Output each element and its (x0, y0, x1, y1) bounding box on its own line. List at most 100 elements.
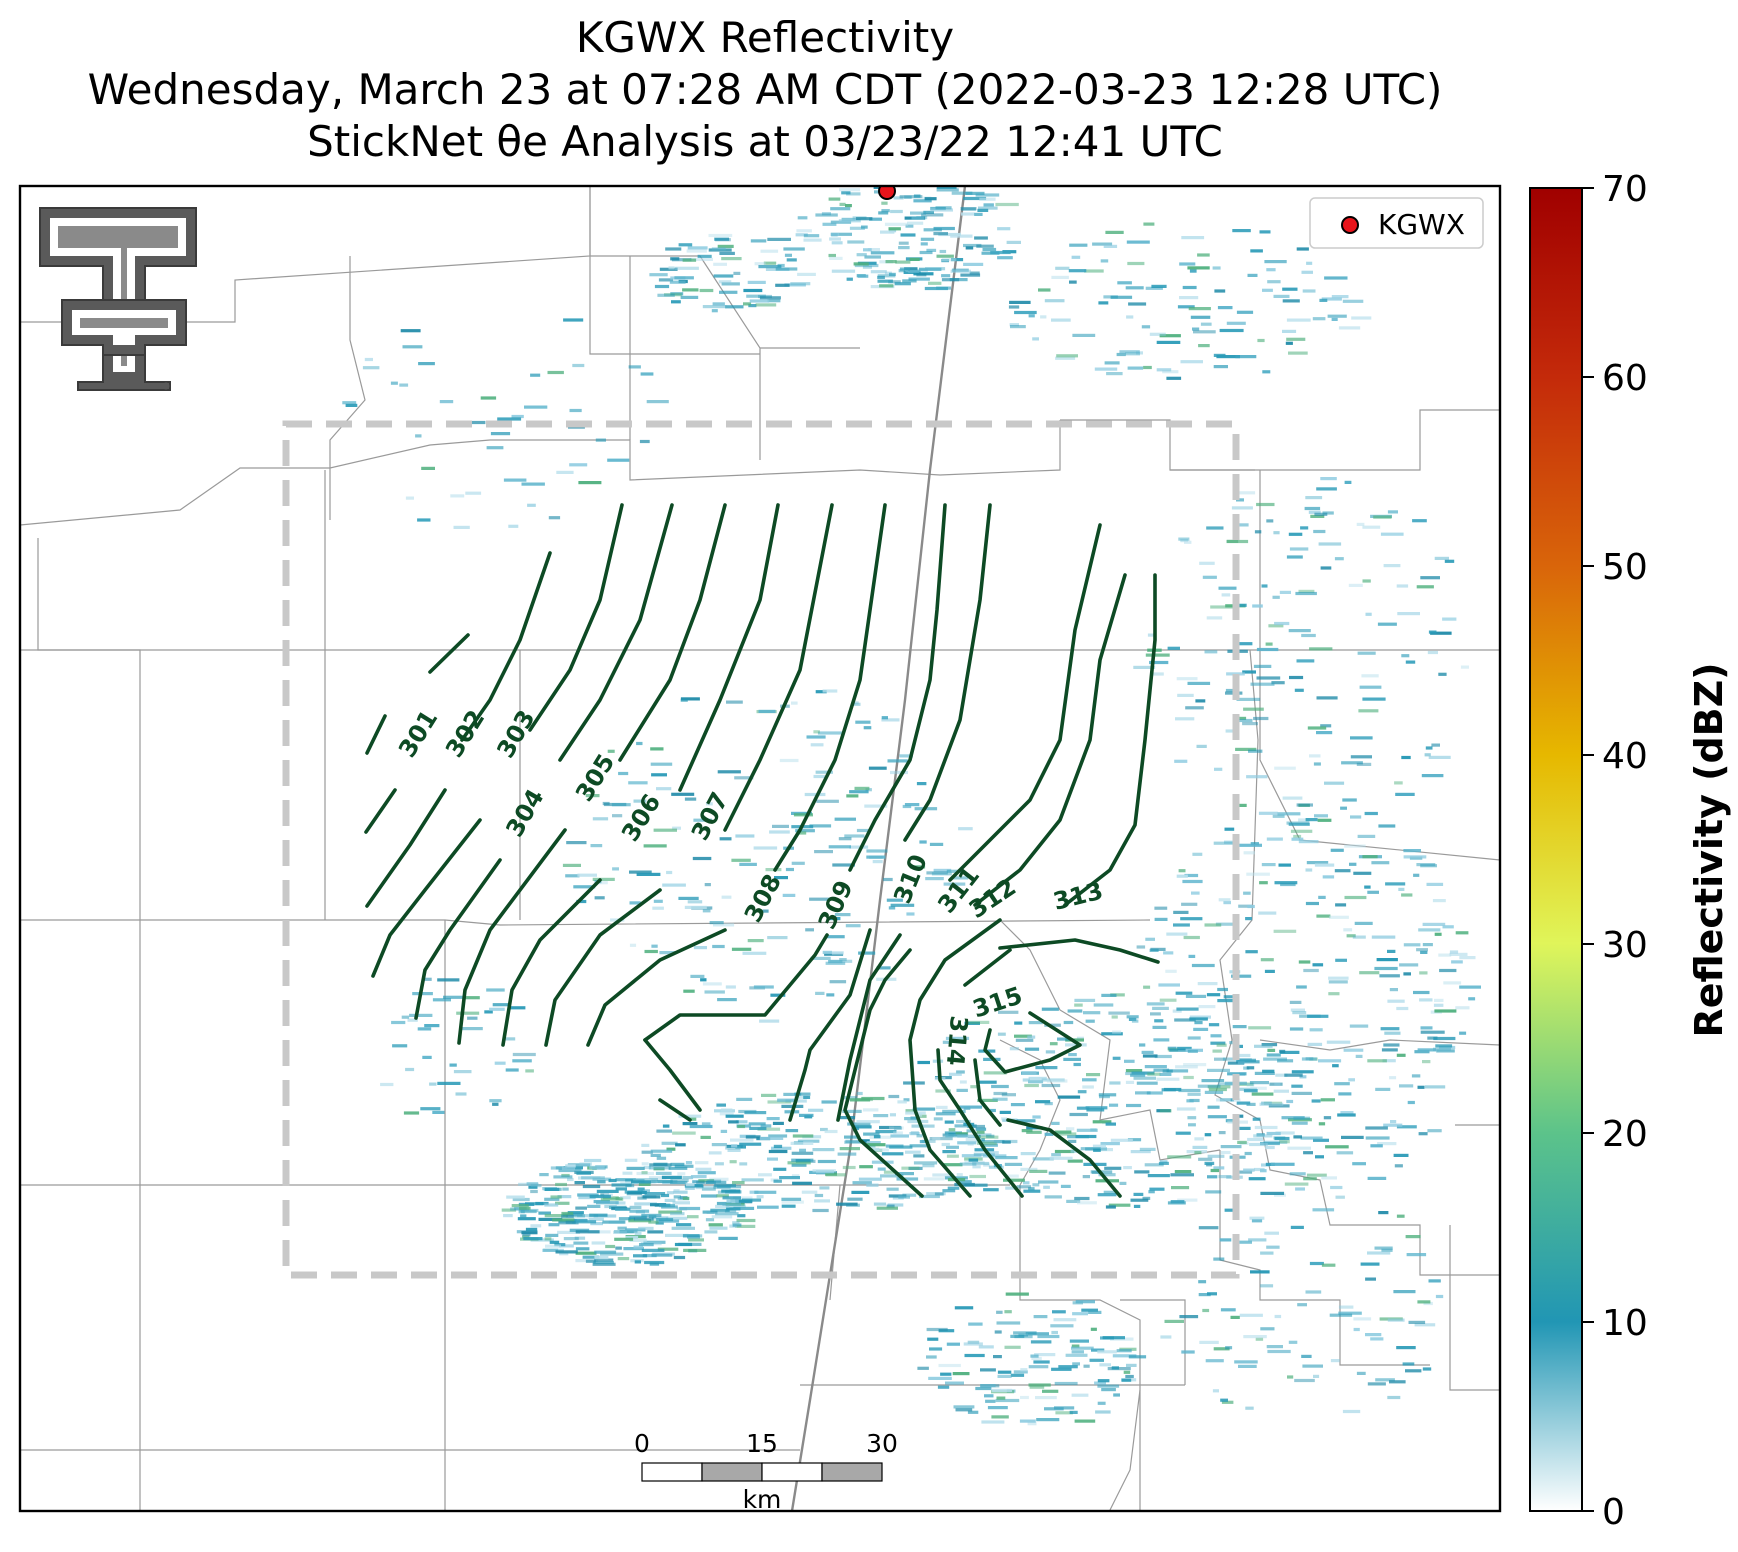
radar-echo (1123, 1166, 1132, 1170)
radar-echo (1066, 1127, 1075, 1131)
radar-echo (1352, 935, 1366, 939)
radar-echo (1055, 1411, 1073, 1415)
radar-echo (1092, 1144, 1106, 1148)
radar-echo (494, 1061, 506, 1065)
radar-echo (942, 1109, 966, 1113)
radar-echo (1261, 584, 1268, 588)
radar-echo (678, 243, 693, 247)
radar-echo (611, 803, 631, 807)
radar-echo (561, 1214, 574, 1218)
radar-echo (1426, 882, 1444, 886)
radar-echo (1104, 361, 1120, 365)
radar-echo (781, 1200, 804, 1204)
radar-echo (946, 1145, 959, 1149)
radar-echo (784, 253, 792, 257)
radar-echo (767, 1100, 792, 1104)
radar-echo (969, 271, 980, 275)
radar-echo (1174, 1018, 1196, 1022)
radar-echo (1117, 281, 1132, 285)
radar-echo (655, 1171, 672, 1175)
radar-echo (909, 257, 920, 261)
radar-echo (1175, 1131, 1191, 1135)
radar-echo (1236, 1101, 1251, 1105)
radar-echo (881, 1152, 904, 1156)
radar-echo (1147, 1174, 1170, 1178)
radar-echo (449, 1063, 457, 1067)
radar-echo (1320, 566, 1332, 570)
radar-echo (905, 1109, 914, 1113)
radar-echo (904, 803, 920, 807)
radar-echo (1076, 1106, 1090, 1110)
radar-echo (754, 262, 766, 266)
radar-echo (1126, 1015, 1139, 1019)
radar-echo (674, 1164, 694, 1168)
kgwx-radar-marker[interactable] (878, 183, 896, 200)
radar-echo (926, 1355, 937, 1359)
radar-echo (661, 1175, 682, 1179)
radar-echo (1144, 1065, 1167, 1069)
radar-echo (1181, 1350, 1195, 1354)
radar-echo (1213, 353, 1226, 357)
radar-echo (1375, 1087, 1391, 1091)
radar-echo (1055, 356, 1076, 360)
radar-echo (747, 280, 766, 284)
radar-echo (722, 1196, 741, 1200)
radar-echo (1288, 351, 1308, 355)
radar-echo (964, 1183, 988, 1187)
radar-echo (501, 1208, 517, 1212)
radar-echo (1233, 1053, 1251, 1058)
radar-echo (657, 293, 675, 297)
radar-echo (906, 912, 915, 916)
contour-310 (788, 503, 992, 1122)
radar-echo (855, 720, 871, 724)
radar-echo (1350, 815, 1362, 819)
radar-echo (736, 1097, 753, 1101)
highway-line (790, 186, 967, 1511)
radar-echo (822, 950, 832, 954)
radar-echo (1180, 360, 1203, 364)
radar-echo (881, 201, 888, 205)
radar-echo (733, 1196, 753, 1200)
radar-echo (1033, 1315, 1048, 1319)
radar-echo (565, 1220, 576, 1224)
radar-echo (1434, 1009, 1457, 1013)
radar-echo (910, 211, 926, 215)
radar-echo (1097, 1379, 1110, 1383)
radar-echo (1085, 1019, 1095, 1023)
radar-echo (1001, 1117, 1008, 1121)
radar-echo (708, 1223, 723, 1227)
radar-echo (1246, 1066, 1255, 1070)
radar-echo (949, 1072, 962, 1076)
radar-echo (781, 1197, 802, 1201)
radar-echo (1069, 280, 1077, 284)
radar-echo (1251, 1219, 1263, 1223)
radar-echo (855, 217, 873, 221)
radar-echo (1097, 1401, 1106, 1405)
radar-echo (909, 865, 926, 869)
radar-echo (618, 1217, 631, 1221)
radar-echo (1181, 902, 1198, 906)
radar-echo (1459, 1031, 1467, 1035)
radar-echo (890, 209, 903, 214)
radar-echo (1013, 1370, 1028, 1374)
radar-echo (1341, 761, 1363, 765)
radar-echo (1428, 755, 1451, 759)
radar-echo (1459, 985, 1481, 989)
radar-echo (640, 372, 654, 376)
radar-echo (922, 1164, 935, 1168)
radar-echo (626, 1166, 645, 1170)
radar-echo (1326, 1040, 1351, 1044)
radar-echo (934, 1192, 944, 1196)
radar-echo (883, 877, 893, 882)
radar-echo (809, 824, 832, 828)
radar-echo (1041, 1007, 1059, 1011)
radar-echo (1048, 1171, 1066, 1175)
radar-echo (1055, 266, 1070, 270)
radar-echo (820, 1127, 828, 1132)
radar-echo (605, 1244, 616, 1249)
radar-echo (1106, 372, 1123, 376)
radar-echo (626, 1192, 642, 1196)
radar-echo (831, 241, 843, 245)
radar-echo (625, 1235, 639, 1240)
radar-echo (1191, 963, 1215, 968)
